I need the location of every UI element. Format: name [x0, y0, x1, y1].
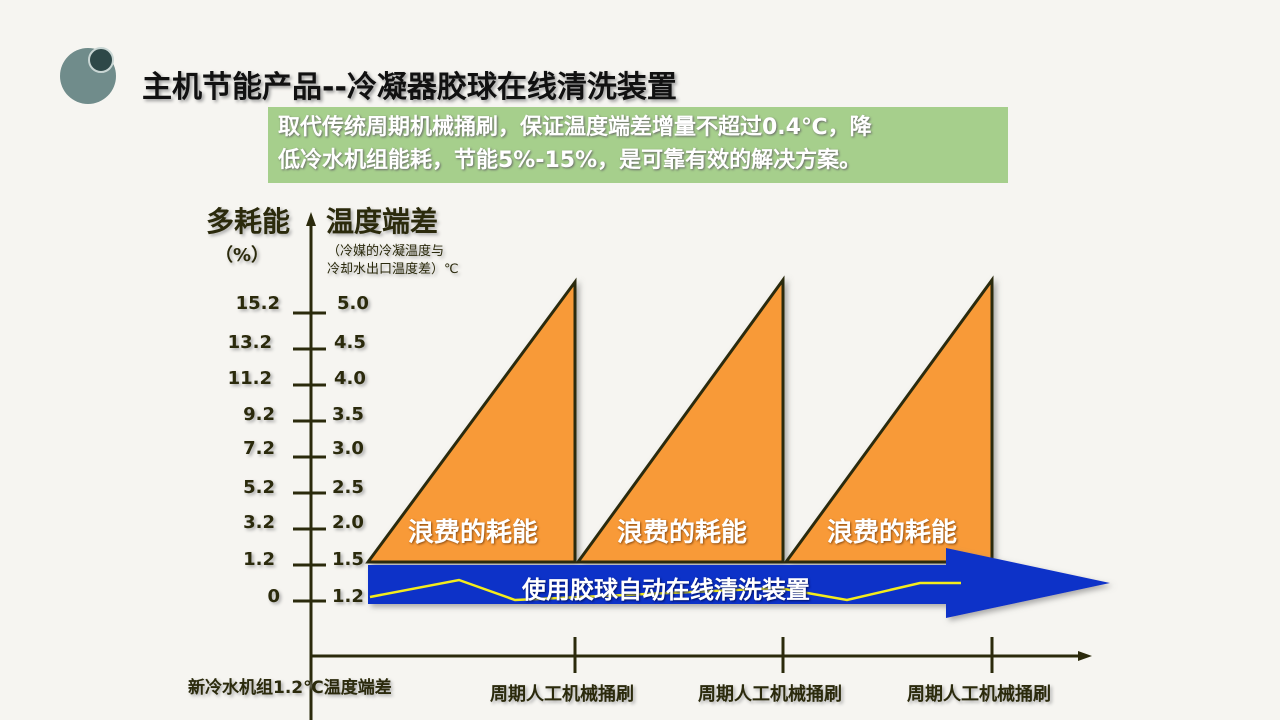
logo-circles	[60, 47, 116, 104]
right-tick: 2.5	[332, 477, 364, 498]
right-axis-label: 温度端差	[326, 205, 439, 238]
temperature-line	[369, 578, 961, 602]
page-title: 主机节能产品--冷凝器胶球在线清洗装置	[142, 70, 677, 105]
summary-note: 取代传统周期机械捅刷，保证温度端差增量不超过0.4℃，降 低冷水机组能耗，节能5…	[268, 107, 1008, 183]
x-axis-arrowhead	[1078, 651, 1092, 661]
left-axis-unit: （%）	[215, 245, 270, 266]
ball-cleaning-arrow	[368, 548, 1110, 618]
left-tick: 3.2	[243, 512, 275, 533]
x-axis	[311, 637, 1082, 673]
waste-triangle-3	[783, 275, 994, 564]
right-tick: 4.5	[334, 332, 366, 353]
x-origin-label: 新冷水机组1.2℃温度端差	[188, 678, 392, 698]
y-axis	[293, 222, 326, 720]
right-tick: 3.5	[332, 404, 364, 425]
y-axis-arrowhead	[306, 212, 316, 226]
left-tick: 1.2	[243, 549, 275, 570]
right-tick: 5.0	[337, 293, 369, 314]
right-axis-sub2: 冷却水出口温度差）℃	[327, 262, 459, 277]
right-tick: 1.2	[332, 586, 364, 607]
left-tick: 15.2	[235, 293, 280, 314]
right-axis-sub1: （冷媒的冷凝温度与	[327, 244, 445, 259]
right-tick: 1.5	[332, 549, 364, 570]
left-tick: 5.2	[243, 477, 275, 498]
left-axis-label: 多耗能	[206, 205, 291, 238]
waste-label-1: 浪费的耗能	[408, 518, 539, 548]
left-tick: 9.2	[243, 404, 275, 425]
x-cycle-label-3: 周期人工机械捅刷	[907, 684, 1051, 705]
waste-triangle-1	[365, 277, 577, 564]
right-tick: 2.0	[332, 512, 364, 533]
right-tick: 3.0	[332, 438, 364, 459]
note-line-2: 低冷水机组能耗，节能5%-15%，是可靠有效的解决方案。	[278, 148, 862, 173]
x-cycle-label-2: 周期人工机械捅刷	[698, 684, 842, 705]
waste-label-3: 浪费的耗能	[827, 518, 958, 548]
arrow-label: 使用胶球自动在线清洗装置	[522, 576, 810, 604]
note-line-1: 取代传统周期机械捅刷，保证温度端差增量不超过0.4℃，降	[278, 115, 872, 140]
left-tick: 11.2	[227, 368, 272, 389]
x-cycle-label-1: 周期人工机械捅刷	[490, 684, 634, 705]
left-tick: 13.2	[227, 332, 272, 353]
left-tick: 7.2	[243, 438, 275, 459]
right-tick: 4.0	[334, 368, 366, 389]
waste-label-2: 浪费的耗能	[617, 518, 748, 548]
waste-triangle-2	[575, 275, 785, 564]
left-tick: 0	[267, 586, 280, 607]
